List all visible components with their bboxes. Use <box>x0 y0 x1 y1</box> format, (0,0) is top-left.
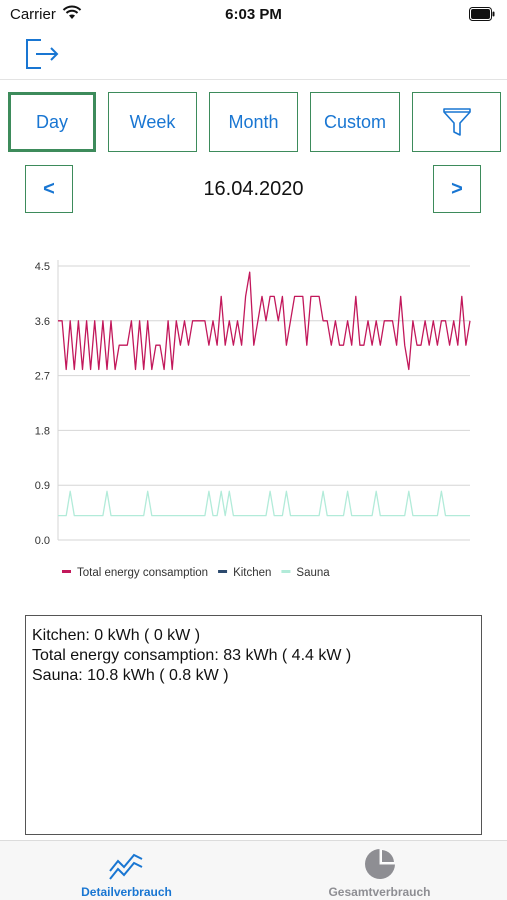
day-button[interactable]: Day <box>8 92 96 152</box>
tab-detailverbrauch[interactable]: Detailverbrauch <box>0 841 253 900</box>
energy-chart-svg: 0.0 0.9 1.8 2.7 3.6 4.5 Total energy consampti… <box>35 260 471 579</box>
custom-button[interactable]: Custom <box>310 92 400 152</box>
battery-icon <box>469 7 495 21</box>
info-line-total: Total energy consamption: 83 kWh ( 4.4 k… <box>32 647 352 664</box>
y-tick-label: 0.0 <box>35 535 50 547</box>
y-tick-label: 2.7 <box>35 371 50 383</box>
legend-label: Sauna <box>296 567 330 579</box>
y-tick-label: 4.5 <box>35 261 50 273</box>
tab-gesamtverbrauch[interactable]: Gesamtverbrauch <box>253 841 506 900</box>
tab-bar: Detailverbrauch Gesamtverbrauch <box>0 840 507 900</box>
tab-label-detailverbrauch: Detailverbrauch <box>81 885 172 899</box>
legend-swatch <box>281 570 291 573</box>
status-bar: Carrier 6:03 PM <box>0 0 507 30</box>
line-chart-icon <box>109 853 143 880</box>
month-button[interactable]: Month <box>209 92 298 152</box>
legend-label: Kitchen <box>233 567 271 579</box>
status-time: 6:03 PM <box>225 6 282 23</box>
energy-chart: 0.0 0.9 1.8 2.7 3.6 4.5 Total energy consampti… <box>20 248 480 593</box>
consumption-summary: Kitchen: 0 kWh ( 0 kW ) Total energy con… <box>25 615 482 835</box>
filter-icon <box>442 108 471 136</box>
info-line-sauna: Sauna: 10.8 kWh ( 0.8 kW ) <box>32 667 229 684</box>
series-line-total-energy-consamption <box>58 271 471 371</box>
series-line-sauna <box>58 490 470 517</box>
week-button[interactable]: Week <box>108 92 197 152</box>
carrier-label: Carrier <box>10 6 56 23</box>
tab-label-gesamtverbrauch: Gesamtverbrauch <box>328 885 431 899</box>
y-tick-label: 1.8 <box>35 425 50 437</box>
logout-icon[interactable] <box>24 34 60 70</box>
current-date: 16.04.2020 <box>203 178 304 200</box>
next-day-button[interactable]: > <box>433 165 481 213</box>
info-line-kitchen: Kitchen: 0 kWh ( 0 kW ) <box>32 627 201 644</box>
nav-bar <box>0 30 507 80</box>
y-tick-label: 3.6 <box>35 316 50 328</box>
filter-button[interactable] <box>412 92 501 152</box>
legend-swatch <box>218 570 228 573</box>
pie-chart-icon <box>365 848 396 879</box>
legend-swatch <box>62 570 71 573</box>
wifi-icon <box>62 5 82 19</box>
legend-label: Total energy consamption <box>77 567 208 579</box>
y-tick-label: 0.9 <box>35 480 50 492</box>
previous-day-button[interactable]: < <box>25 165 73 213</box>
